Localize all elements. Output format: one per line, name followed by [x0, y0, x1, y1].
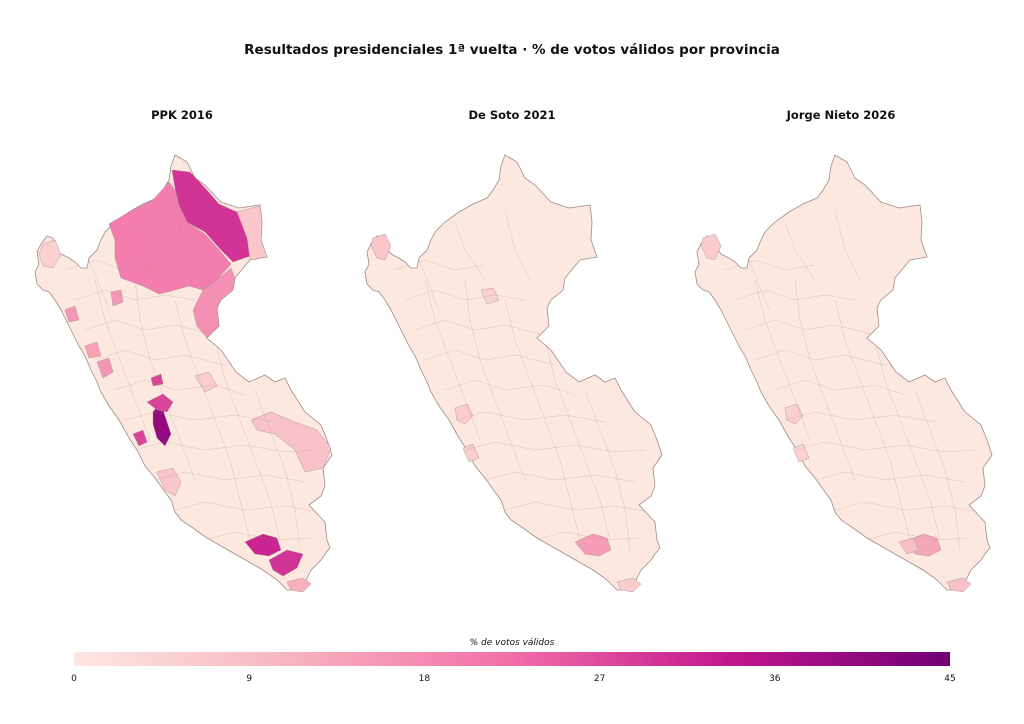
province-border-line: [744, 249, 770, 311]
province-border-line: [454, 221, 486, 281]
province-border-line: [794, 441, 976, 453]
province-border-line: [94, 349, 226, 366]
province-border-line: [94, 279, 151, 441]
province-border-line: [784, 221, 816, 281]
province-border-line: [424, 349, 556, 366]
province-border-line: [134, 279, 196, 481]
country-outline: [694, 154, 993, 591]
province-border-line: [834, 209, 861, 281]
province-loreto-north[interactable]: [171, 169, 251, 263]
province-border-line: [504, 501, 651, 513]
province-border-line: [414, 249, 440, 311]
legend-tick-label: 0: [71, 674, 77, 684]
legend-tick-label: 36: [769, 674, 781, 684]
province-border-line: [504, 209, 531, 281]
legend-tick-label: 45: [944, 674, 956, 684]
province-border-line: [504, 299, 581, 541]
province-border-line: [424, 279, 481, 441]
province-border-line: [544, 339, 611, 541]
province-border-line: [774, 379, 906, 396]
legend-tick-label: 27: [593, 674, 606, 684]
province-lima-north[interactable]: [132, 373, 174, 447]
province-loreto-south[interactable]: [192, 267, 236, 339]
province-border-line: [174, 501, 321, 513]
province-border-line: [174, 299, 251, 541]
map-ppk-2016: [34, 154, 333, 593]
province-border-line: [74, 289, 196, 301]
province-border-line: [254, 389, 301, 551]
province-border-line: [874, 339, 941, 541]
province-border-line: [154, 471, 306, 483]
legend-color-bar: [74, 652, 950, 666]
legend-tick-label: 18: [418, 674, 431, 684]
province-border-line: [784, 411, 936, 423]
legend-tick-label: 9: [246, 674, 253, 684]
province-loreto-east[interactable]: [236, 205, 268, 261]
province-border-line: [214, 339, 281, 541]
province-loreto-center[interactable]: [108, 181, 232, 295]
province-ancash-coast[interactable]: [64, 289, 124, 379]
province-border-line: [744, 319, 876, 336]
map-title-de-soto-2021: De Soto 2021: [468, 108, 556, 122]
province-border-line: [204, 531, 311, 541]
province-border-line: [734, 289, 856, 301]
province-border-line: [814, 471, 966, 483]
province-border-line: [124, 221, 156, 281]
province-border-line: [584, 389, 631, 551]
province-border-line: [464, 441, 646, 453]
legend-title: % de votos válidos: [469, 638, 555, 648]
province-borders: [64, 209, 321, 551]
province-borders: [394, 209, 651, 551]
province-border-line: [124, 411, 276, 423]
map-jorge-nieto-2026: [694, 154, 993, 593]
province-border-line: [834, 501, 981, 513]
province-border-line: [794, 279, 856, 481]
province-trujillo[interactable]: [84, 341, 102, 359]
province-tumbes[interactable]: [700, 233, 722, 261]
province-border-line: [754, 279, 811, 441]
province-border-line: [174, 209, 201, 281]
province-border-line: [404, 289, 526, 301]
chart-title: Resultados presidenciales 1ª vuelta · % …: [244, 42, 780, 58]
province-border-line: [134, 441, 316, 453]
province-border-line: [454, 411, 606, 423]
province-border-line: [864, 531, 971, 541]
province-border-line: [444, 379, 576, 396]
province-arequipa-south[interactable]: [898, 537, 920, 555]
province-tacna[interactable]: [616, 577, 642, 593]
country-outline: [364, 154, 663, 591]
province-border-line: [84, 249, 110, 311]
map-title-ppk-2016: PPK 2016: [151, 108, 213, 122]
province-border-line: [914, 389, 961, 551]
province-tumbes[interactable]: [370, 233, 392, 261]
map-title-jorge-nieto-2026: Jorge Nieto 2026: [786, 108, 896, 122]
province-border-line: [534, 531, 641, 541]
province-border-line: [464, 279, 526, 481]
province-border-line: [114, 379, 246, 396]
province-tacna[interactable]: [286, 577, 312, 593]
map-de-soto-2021: [364, 154, 663, 593]
province-border-line: [834, 299, 911, 541]
province-borders: [724, 209, 981, 551]
province-moquegua[interactable]: [268, 549, 304, 577]
province-piura-coast[interactable]: [38, 239, 62, 269]
province-tacna[interactable]: [946, 577, 972, 593]
province-border-line: [414, 319, 546, 336]
province-ica[interactable]: [156, 467, 182, 497]
province-ucayali[interactable]: [250, 411, 332, 473]
province-border-line: [84, 319, 216, 336]
province-border-line: [484, 471, 636, 483]
province-border-line: [754, 349, 886, 366]
